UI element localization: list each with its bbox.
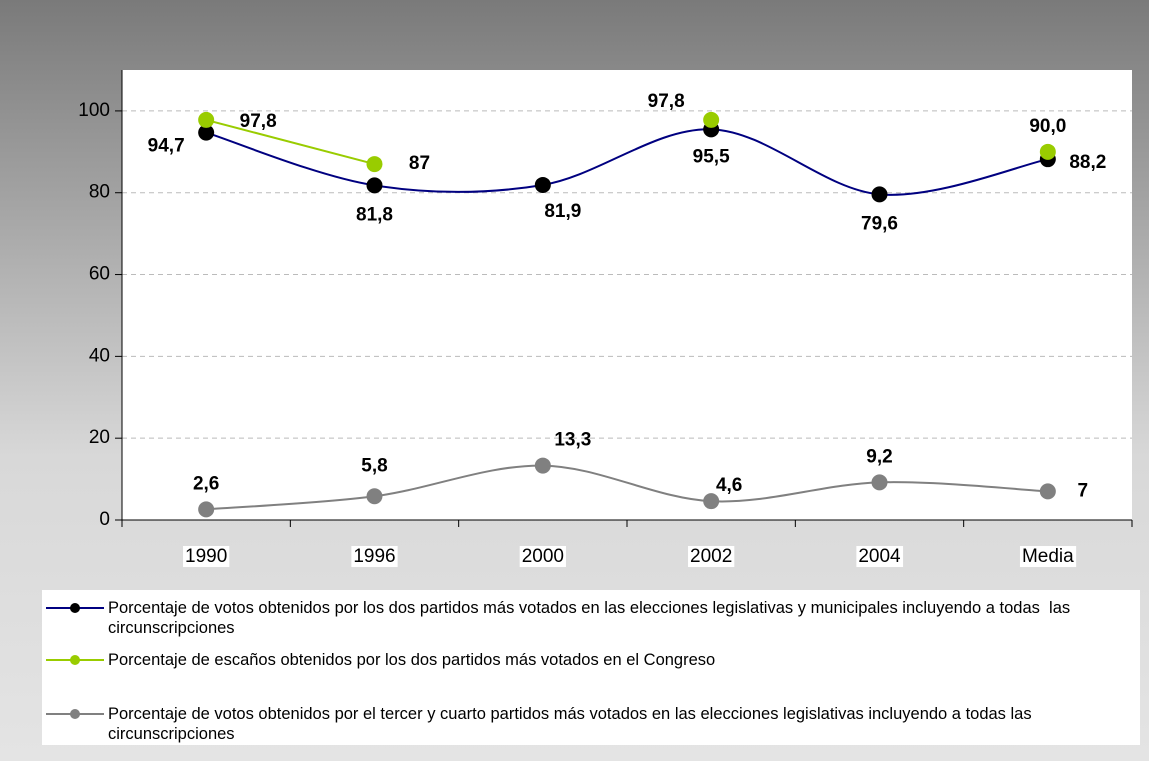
y-tick-label: 80 bbox=[89, 182, 110, 203]
x-tick-label: 2000 bbox=[522, 546, 564, 567]
data-label: 97,8 bbox=[648, 91, 685, 112]
data-label: 4,6 bbox=[716, 475, 742, 496]
legend-label: Porcentaje de votos obtenidos por el ter… bbox=[108, 705, 1037, 743]
data-label: 87 bbox=[409, 153, 430, 174]
plot-area bbox=[122, 70, 1132, 520]
series-line bbox=[206, 464, 1048, 511]
data-label: 95,5 bbox=[693, 146, 730, 167]
series-line bbox=[205, 118, 375, 166]
x-tick-label-bg bbox=[519, 546, 566, 568]
marker bbox=[871, 186, 888, 203]
marker bbox=[366, 156, 383, 173]
legend-marker bbox=[70, 655, 80, 665]
x-tick-label-bg bbox=[183, 546, 230, 568]
marker bbox=[366, 177, 383, 194]
data-label: 97,8 bbox=[240, 111, 277, 132]
data-label: 81,8 bbox=[356, 204, 393, 225]
marker bbox=[1039, 483, 1056, 500]
x-tick-label: 2004 bbox=[858, 546, 901, 567]
data-label: 90,0 bbox=[1029, 116, 1066, 137]
legend-icon bbox=[46, 603, 104, 613]
marker bbox=[198, 124, 215, 141]
series-line bbox=[205, 128, 1049, 196]
x-tick-label: 1996 bbox=[353, 546, 395, 567]
data-label: 2,6 bbox=[193, 473, 219, 494]
marker bbox=[366, 488, 383, 505]
legend-icon bbox=[46, 709, 104, 719]
data-label: 13,3 bbox=[554, 430, 591, 451]
data-label: 9,2 bbox=[866, 446, 892, 467]
x-tick-label: Media bbox=[1022, 546, 1074, 567]
marker bbox=[198, 111, 215, 128]
marker bbox=[703, 493, 720, 510]
y-tick-label: 20 bbox=[89, 427, 110, 448]
y-tick-label: 100 bbox=[78, 100, 110, 121]
data-label: 81,9 bbox=[544, 201, 581, 222]
legend-marker bbox=[70, 603, 80, 613]
marker bbox=[703, 111, 720, 128]
legend-item: Porcentaje de escaños obtenidos por los … bbox=[42, 650, 1133, 670]
marker bbox=[534, 176, 551, 193]
legend-item: Porcentaje de votos obtenidos por el ter… bbox=[42, 704, 1133, 744]
x-tick-label: 1990 bbox=[185, 546, 227, 567]
marker bbox=[871, 474, 888, 491]
marker bbox=[1039, 143, 1056, 160]
legend-item: Porcentaje de votos obtenidos por los do… bbox=[42, 598, 1133, 638]
y-tick-label: 40 bbox=[89, 345, 110, 366]
marker bbox=[534, 457, 551, 474]
legend-icon bbox=[46, 655, 104, 665]
x-tick-label-bg bbox=[1019, 546, 1077, 568]
y-tick-label: 0 bbox=[99, 509, 110, 530]
x-tick-label-bg bbox=[351, 546, 398, 568]
data-label: 79,6 bbox=[861, 213, 898, 234]
legend-label: Porcentaje de escaños obtenidos por los … bbox=[108, 651, 716, 669]
marker bbox=[198, 501, 215, 518]
legend: Porcentaje de votos obtenidos por los do… bbox=[42, 590, 1140, 745]
legend-label: Porcentaje de votos obtenidos por los do… bbox=[108, 599, 1075, 637]
data-label: 88,2 bbox=[1069, 152, 1106, 173]
data-label: 7 bbox=[1078, 480, 1089, 501]
legend-marker bbox=[70, 709, 80, 719]
x-tick-label-bg bbox=[688, 546, 735, 568]
plot: 0 20 40 60 80 100 1990 1996 2000 2002 2004 Media 94,… bbox=[78, 70, 1133, 568]
y-tick-label: 60 bbox=[89, 264, 110, 285]
x-tick-label-bg bbox=[856, 546, 904, 568]
data-label: 94,7 bbox=[148, 136, 185, 157]
data-label: 5,8 bbox=[361, 455, 387, 476]
x-tick-label: 2002 bbox=[690, 546, 732, 567]
